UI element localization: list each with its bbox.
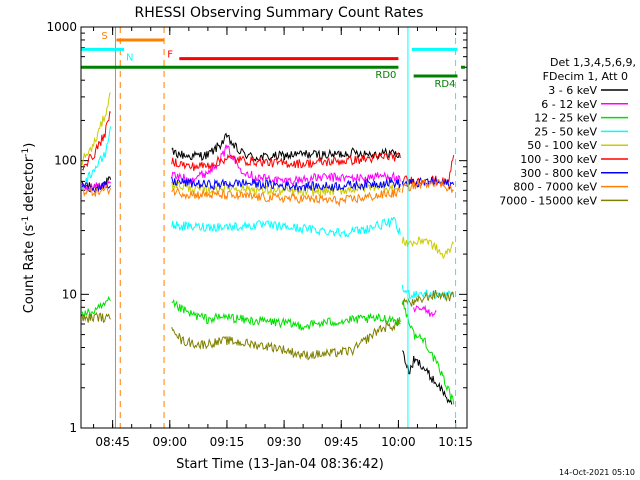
y-tick-label: 1000 — [46, 20, 77, 34]
y-tick-label: 1 — [69, 421, 77, 435]
legend-entry-label: 6 - 12 keV — [541, 98, 597, 111]
x-tick-label: 09:30 — [267, 435, 302, 449]
series-line — [171, 216, 401, 238]
x-tick-label: 10:15 — [438, 435, 473, 449]
series-3-6kev — [81, 132, 453, 405]
series-800-7000kev — [81, 178, 454, 208]
y-tick-label: 100 — [54, 154, 77, 168]
series-line — [413, 304, 437, 318]
series-line — [401, 300, 455, 405]
series-line — [171, 319, 401, 361]
y-label-mid: detector — [22, 156, 37, 216]
series-line — [401, 284, 455, 300]
series-line — [171, 144, 401, 187]
y-tick-label: 10 — [62, 287, 77, 301]
plot-data — [81, 92, 455, 405]
series-12-25kev — [81, 295, 455, 405]
x-tick-label: 10:00 — [381, 435, 416, 449]
series-6-12kev — [81, 144, 437, 318]
series-25-50kev — [81, 126, 455, 300]
chart-title: RHESSI Observing Summary Count Rates — [135, 5, 424, 21]
axes: 1 10 100 1000 08:45 09:00 09:15 09:30 09:45 10:00… — [46, 20, 472, 449]
series-line — [81, 110, 111, 171]
series-line — [171, 152, 401, 172]
y-label-sup2: -1 — [21, 148, 31, 157]
y-label-main: Count Rate (s — [22, 225, 37, 314]
legend-entry-label: 3 - 6 keV — [548, 84, 597, 97]
legend-entry-label: 100 - 300 keV — [520, 153, 597, 166]
series-line — [401, 236, 455, 260]
flag-bar-tick — [461, 65, 465, 69]
legend-entry-label: 50 - 100 keV — [527, 139, 597, 152]
series-line — [81, 184, 112, 197]
flag-label: F — [167, 50, 173, 61]
legend-entry-label: 25 - 50 keV — [534, 125, 597, 138]
x-axis-label: Start Time (13-Jan-04 08:36:42) — [176, 457, 384, 472]
legend-entry-label: 800 - 7000 keV — [513, 181, 597, 194]
series-line — [81, 92, 111, 166]
series-line — [401, 289, 455, 307]
series-line — [171, 299, 401, 331]
x-tick-label: 09:45 — [324, 435, 359, 449]
series-line — [81, 126, 112, 189]
legend-entry-label: 7000 - 15000 keV — [499, 194, 597, 207]
flag-label: RD4 — [434, 79, 455, 90]
flag-label: S — [101, 31, 107, 42]
series-line — [81, 312, 112, 324]
y-axis-label: Count Rate (s-1 detector-1) — [21, 143, 37, 314]
x-tick-label: 08:45 — [95, 435, 130, 449]
y-label-sup1: -1 — [21, 216, 31, 225]
series-line — [171, 176, 401, 193]
series-line — [81, 295, 111, 319]
legend: Det 1,3,4,5,6,9, FDecim 1, Att 0 3 - 6 k… — [499, 56, 636, 207]
flag-bars: SNNFRD0RD4 — [81, 27, 465, 428]
y-label-end: ) — [22, 143, 37, 148]
legend-header-line1: Det 1,3,4,5,6,9, — [550, 56, 636, 69]
legend-entry-label: 300 - 800 keV — [520, 167, 597, 180]
series-line — [171, 132, 401, 162]
legend-entry-label: 12 - 25 keV — [534, 112, 597, 125]
series-7000-15000kev — [81, 289, 455, 361]
flag-label: N — [126, 52, 133, 63]
series-line — [401, 178, 454, 193]
timestamp: 14-Oct-2021 05:10 — [559, 468, 635, 477]
flag-label: RD0 — [375, 70, 396, 81]
legend-header-line2: FDecim 1, Att 0 — [543, 70, 628, 83]
series-line — [401, 350, 453, 405]
series-line — [171, 186, 401, 208]
x-tick-label: 09:15 — [210, 435, 245, 449]
plot-frame — [80, 26, 468, 429]
x-tick-label: 09:00 — [152, 435, 187, 449]
series-line — [401, 176, 455, 190]
series-100-300kev — [81, 110, 455, 187]
